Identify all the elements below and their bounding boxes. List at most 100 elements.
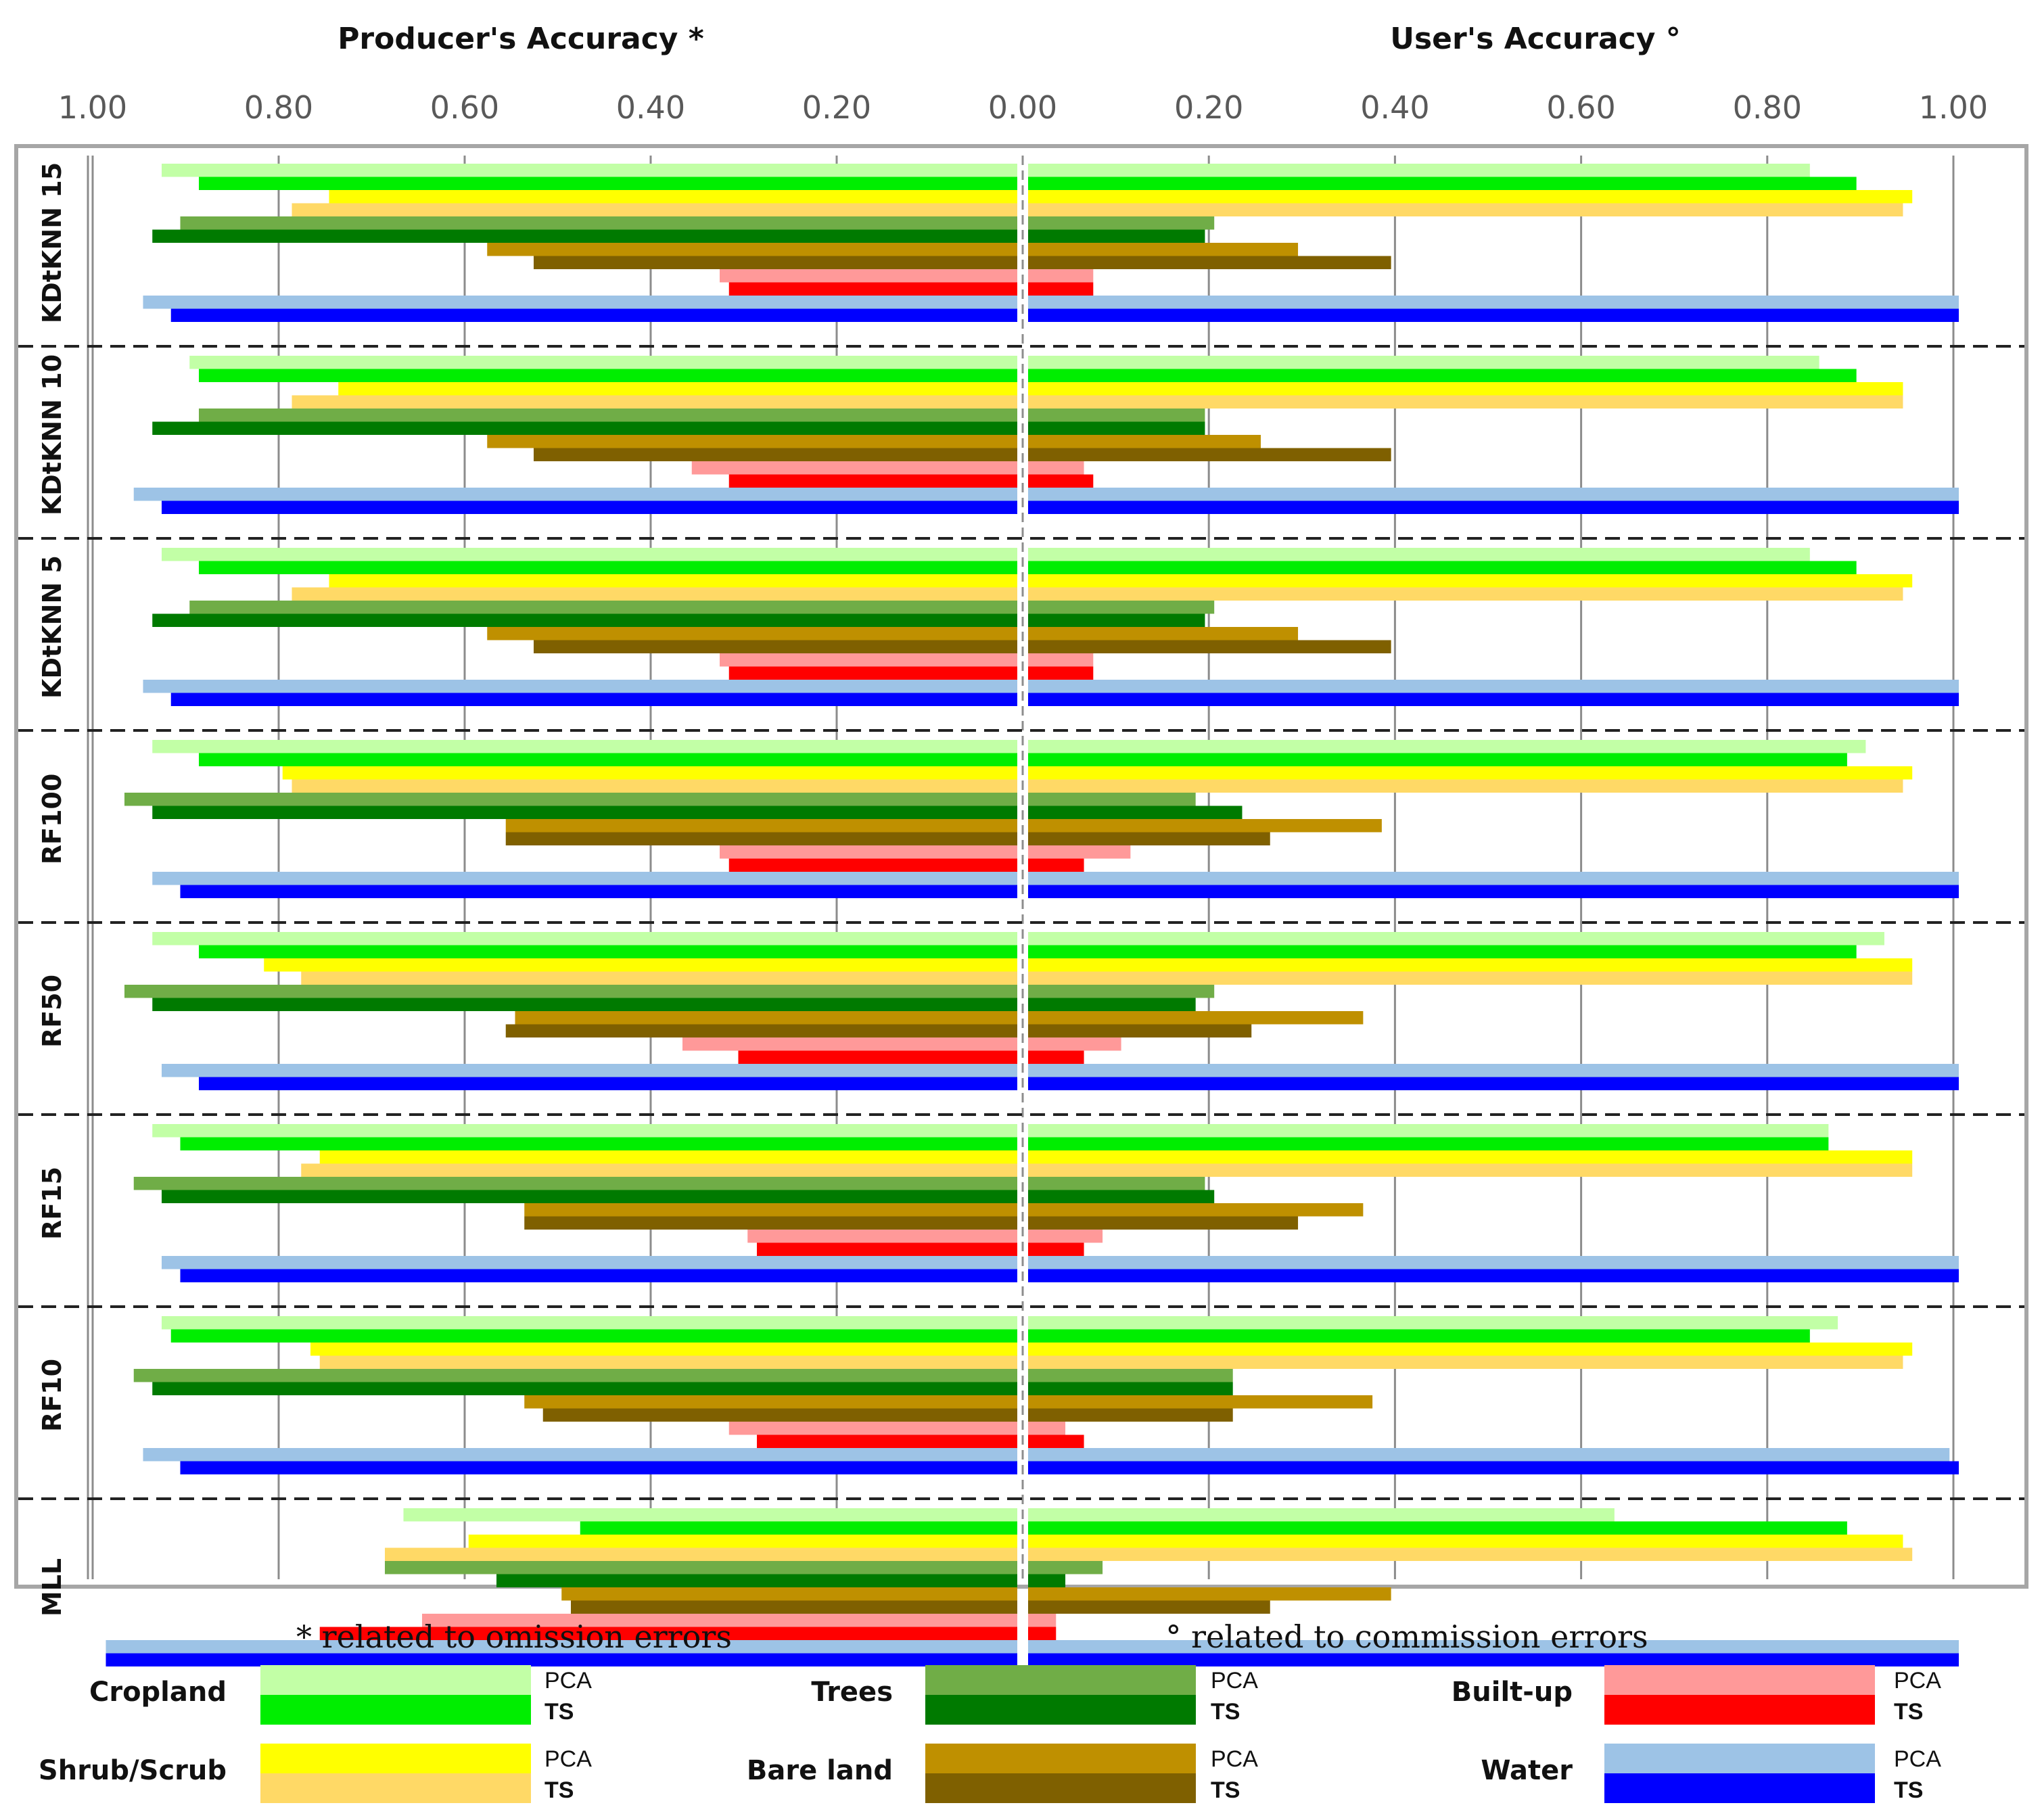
producers-bar-shrub-scrub-pca — [468, 1535, 1017, 1548]
producers-bar-built-up-pca — [720, 653, 1017, 667]
producers-bar-built-up-pca — [422, 1614, 1017, 1627]
users-bar-cropland-ts — [1028, 1137, 1829, 1150]
users-bar-trees-ts — [1028, 1574, 1066, 1587]
producers-bar-built-up-ts — [757, 1434, 1017, 1448]
producers-bar-shrub-scrub-pca — [329, 190, 1017, 204]
users-bar-built-up-pca — [1028, 461, 1084, 475]
omission-note: * related to omission errors — [296, 1618, 732, 1655]
producers-bar-bare-land-ts — [505, 1024, 1017, 1037]
producers-bar-trees-pca — [124, 793, 1017, 806]
producers-bar-built-up-pca — [720, 845, 1017, 859]
users-bar-shrub-scrub-pca — [1028, 1150, 1913, 1164]
legend-ts-label: TS — [1211, 1777, 1240, 1803]
producers-bar-built-up-ts — [728, 666, 1017, 680]
users-bar-trees-ts — [1028, 1382, 1233, 1395]
producers-bar-shrub-scrub-ts — [301, 971, 1017, 985]
producers-bar-shrub-scrub-pca — [338, 382, 1017, 396]
producers-bar-shrub-scrub-ts — [292, 779, 1017, 793]
users-bar-bare-land-pca — [1028, 1203, 1364, 1217]
users-bar-shrub-scrub-ts — [1028, 1547, 1913, 1561]
users-bar-water-pca — [1028, 1640, 1959, 1654]
users-bar-cropland-pca — [1028, 1508, 1615, 1522]
users-bar-cropland-pca — [1028, 1124, 1829, 1138]
legend-name: Cropland — [89, 1677, 227, 1708]
producers-bar-shrub-scrub-ts — [301, 1163, 1017, 1177]
users-bar-built-up-ts — [1028, 1050, 1084, 1064]
legend-ts-label: TS — [544, 1777, 574, 1803]
users-bar-cropland-ts — [1028, 945, 1857, 958]
users-bar-trees-pca — [1028, 1177, 1205, 1190]
users-bar-built-up-ts — [1028, 1627, 1057, 1640]
users-bar-shrub-scrub-ts — [1028, 587, 1903, 601]
users-bar-built-up-ts — [1028, 474, 1094, 488]
tick-label: 0.00 — [988, 89, 1057, 126]
users-bar-trees-pca — [1028, 409, 1205, 422]
producers-bar-water-pca — [143, 1448, 1017, 1462]
producers-bar-shrub-scrub-pca — [310, 1343, 1017, 1356]
tick-label: 0.60 — [1546, 89, 1615, 126]
producers-bar-built-up-ts — [728, 858, 1017, 872]
legend-swatch-ts — [1604, 1773, 1875, 1803]
users-bar-built-up-pca — [1028, 1230, 1103, 1243]
producers-bar-built-up-ts — [728, 282, 1017, 296]
producers-bar-trees-ts — [152, 613, 1017, 627]
users-bar-cropland-ts — [1028, 369, 1857, 382]
users-bar-shrub-scrub-ts — [1028, 1163, 1913, 1177]
legend-swatch-pca — [925, 1744, 1196, 1773]
users-bar-water-ts — [1028, 1077, 1959, 1090]
users-bar-trees-pca — [1028, 216, 1215, 230]
users-bar-cropland-pca — [1028, 932, 1884, 946]
users-bar-cropland-pca — [1028, 740, 1866, 753]
producers-bar-cropland-pca — [152, 1124, 1017, 1138]
users-bar-built-up-ts — [1028, 858, 1084, 872]
users-bar-built-up-pca — [1028, 269, 1094, 283]
users-bar-built-up-pca — [1028, 845, 1131, 859]
legend-swatch-ts — [260, 1695, 531, 1725]
users-bar-water-ts — [1028, 1461, 1959, 1474]
producers-bar-bare-land-pca — [524, 1395, 1017, 1409]
producers-bar-trees-ts — [152, 421, 1017, 435]
users-bar-built-up-ts — [1028, 1434, 1084, 1448]
users-bar-trees-pca — [1028, 601, 1215, 614]
producers-bar-trees-pca — [180, 216, 1017, 230]
producers-bar-trees-pca — [124, 985, 1017, 998]
tick-label: 0.20 — [802, 89, 871, 126]
producers-bar-shrub-scrub-pca — [282, 766, 1017, 780]
group-separators — [18, 345, 2024, 1500]
users-bar-cropland-pca — [1028, 1316, 1838, 1330]
group-label: RF50 — [37, 975, 67, 1048]
legend-swatch-pca — [1604, 1665, 1875, 1695]
users-bar-bare-land-pca — [1028, 1011, 1364, 1025]
producers-bar-bare-land-ts — [534, 256, 1017, 269]
producers-bar-trees-pca — [133, 1177, 1017, 1190]
legend: Cropland PCA TS Shrub/Scrub PCA TS Trees PCA TS B… — [39, 1665, 1941, 1803]
legend-swatch-pca — [1604, 1744, 1875, 1773]
producers-bar-water-ts — [180, 1269, 1017, 1282]
tick-label: 0.80 — [1733, 89, 1802, 126]
users-bar-bare-land-pca — [1028, 435, 1261, 448]
legend-name: Bare land — [747, 1755, 893, 1786]
producers-bar-bare-land-ts — [534, 448, 1017, 461]
producers-bar-water-ts — [199, 1077, 1017, 1090]
producers-bar-trees-pca — [189, 601, 1017, 614]
tick-label: 1.00 — [58, 89, 127, 126]
users-bar-water-pca — [1028, 296, 1959, 309]
producers-bar-trees-ts — [152, 998, 1017, 1011]
producers-bar-cropland-ts — [199, 753, 1017, 766]
producers-bar-cropland-ts — [199, 945, 1017, 958]
producers-bar-built-up-ts — [728, 474, 1017, 488]
producers-bar-built-up-pca — [720, 269, 1017, 283]
legend-ts-label: TS — [1894, 1699, 1923, 1725]
producers-accuracy-title: Producer's Accuracy * — [338, 22, 704, 56]
users-bar-built-up-pca — [1028, 653, 1094, 667]
users-bar-cropland-ts — [1028, 753, 1847, 766]
producers-bar-trees-pca — [385, 1561, 1017, 1574]
users-bar-bare-land-ts — [1028, 448, 1391, 461]
commission-note: ° related to commission errors — [1165, 1618, 1648, 1655]
users-bar-cropland-ts — [1028, 561, 1857, 574]
legend-pca-label: PCA — [1211, 1746, 1258, 1772]
tick-label: 1.00 — [1919, 89, 1988, 126]
users-bar-water-ts — [1028, 693, 1959, 706]
users-bar-built-up-ts — [1028, 282, 1094, 296]
producers-bar-cropland-pca — [152, 932, 1017, 946]
